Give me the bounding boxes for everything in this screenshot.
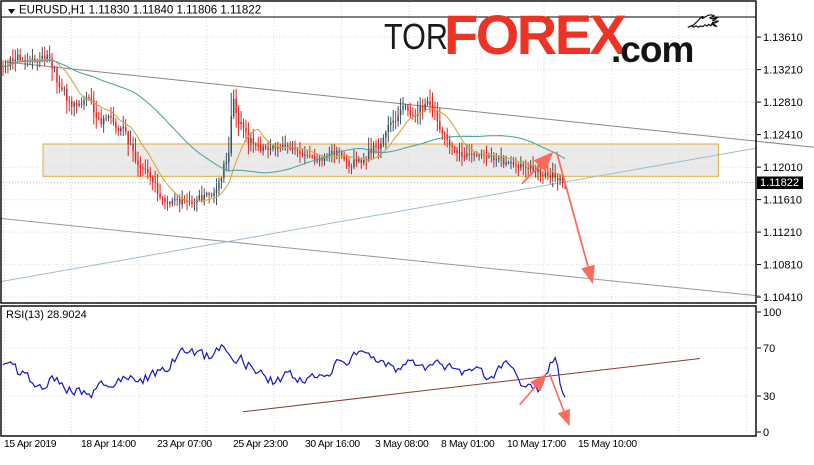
svg-text:8 May 01:00: 8 May 01:00 — [441, 439, 495, 450]
svg-text:FOREX: FOREX — [444, 3, 627, 66]
svg-text:15 Apr 2019: 15 Apr 2019 — [4, 439, 57, 450]
svg-text:30: 30 — [763, 391, 775, 403]
svg-text:1.12810: 1.12810 — [763, 97, 803, 109]
svg-text:1.11610: 1.11610 — [763, 195, 802, 207]
svg-text:23 Apr 07:00: 23 Apr 07:00 — [157, 439, 212, 450]
svg-text:EURUSD,H1 1.11830 1.11840 1.: EURUSD,H1 1.11830 1.11840 1.11806 1.1182… — [19, 5, 261, 17]
svg-text:15 May 10:00: 15 May 10:00 — [578, 439, 637, 450]
svg-text:1.11210: 1.11210 — [763, 227, 802, 239]
svg-text:1.10810: 1.10810 — [763, 260, 803, 272]
svg-text:.com: .com — [611, 29, 693, 70]
svg-text:18 Apr 14:00: 18 Apr 14:00 — [81, 439, 136, 450]
svg-text:0: 0 — [763, 427, 769, 439]
svg-text:25 Apr 23:00: 25 Apr 23:00 — [233, 439, 288, 450]
svg-text:TOR: TOR — [384, 16, 448, 57]
svg-text:1.11822: 1.11822 — [760, 177, 799, 189]
svg-text:1.13610: 1.13610 — [763, 32, 803, 44]
svg-text:10 May 17:00: 10 May 17:00 — [507, 439, 566, 450]
svg-text:30 Apr 16:00: 30 Apr 16:00 — [305, 439, 360, 450]
svg-text:1.10410: 1.10410 — [763, 292, 803, 304]
svg-text:1.12410: 1.12410 — [763, 130, 803, 142]
svg-text:3 May 08:00: 3 May 08:00 — [375, 439, 429, 450]
svg-text:1.13210: 1.13210 — [763, 65, 803, 77]
svg-text:100: 100 — [763, 307, 781, 319]
svg-text:70: 70 — [763, 343, 775, 355]
svg-text:1.12010: 1.12010 — [763, 162, 803, 174]
svg-text:RSI(13) 28.9024: RSI(13) 28.9024 — [6, 309, 87, 321]
